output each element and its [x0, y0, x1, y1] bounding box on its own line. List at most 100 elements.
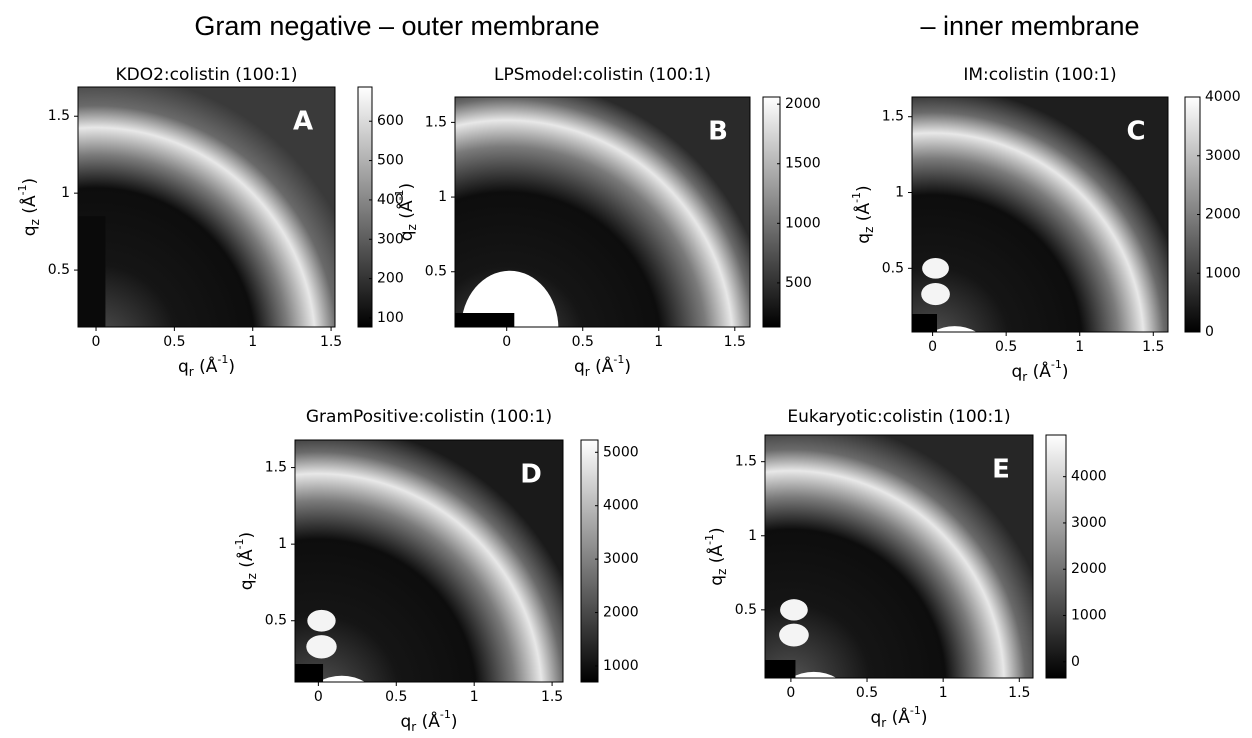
beam-stop — [912, 314, 938, 332]
axis-label-part: r — [585, 365, 590, 379]
axis-label-part: -1 — [440, 708, 451, 721]
axis-label: qr (Å-1) — [1011, 358, 1068, 384]
y-tick-label: 0.5 — [735, 602, 757, 618]
heatmap — [912, 97, 1168, 332]
beam-stop — [295, 664, 324, 682]
axis-label-part: ) — [1062, 362, 1069, 382]
beam-spot — [922, 258, 949, 279]
x-tick-label: 0.5 — [385, 689, 407, 705]
heading: – inner membrane — [920, 11, 1139, 41]
x-tick-label: 1.5 — [1008, 685, 1030, 701]
colorbar-tick-label: 4000 — [1205, 89, 1241, 105]
colorbar-tick-label: 0 — [1071, 654, 1080, 670]
axis-label-part: q — [707, 575, 727, 586]
chart-title: LPSmodel:colistin (100:1) — [494, 65, 711, 85]
axis-label-part: q — [178, 357, 189, 377]
y-tick-label: 1.5 — [48, 108, 70, 124]
specular — [932, 326, 977, 332]
axis-label-part: (Å — [194, 355, 218, 377]
y-tick-label: 1 — [61, 185, 70, 201]
x-tick-label: 0 — [928, 339, 937, 355]
panel-letter: E — [992, 455, 1010, 485]
colorbar-tick-label: 5000 — [603, 444, 639, 460]
axis-label-part: q — [854, 233, 874, 244]
x-tick-label: 1 — [654, 334, 663, 350]
x-tick-label: 1 — [939, 685, 948, 701]
colorbar-tick-label: 500 — [785, 275, 812, 291]
chart-title: Eukaryotic:colistin (100:1) — [787, 407, 1010, 427]
axis-label-part: q — [574, 357, 585, 377]
axis-label-part: r — [411, 720, 416, 734]
y-tick-label: 0.5 — [265, 613, 287, 629]
y-tick-label: 1 — [278, 536, 287, 552]
colorbar-tick-label: 200 — [377, 271, 404, 287]
colorbar-tick-label: 2000 — [603, 605, 639, 621]
colorbar — [357, 86, 373, 328]
axis-label-part: -1 — [613, 353, 624, 366]
plot-frame — [294, 439, 564, 683]
axis-label-part: (Å — [886, 706, 910, 728]
beam-stop — [455, 313, 515, 327]
axis-label-part: -1 — [16, 184, 29, 195]
chart-title: KDO2:colistin (100:1) — [115, 65, 297, 85]
x-tick-label: 0.5 — [572, 334, 594, 350]
colorbar-tick-label: 2000 — [1205, 207, 1241, 223]
axis-label-part: (Å — [395, 200, 417, 224]
x-tick-label: 1.5 — [724, 334, 746, 350]
beam-spot — [306, 635, 337, 659]
axis-label-part: z — [28, 219, 42, 225]
colorbar-tick-label: 2000 — [1071, 561, 1107, 577]
axis-label: qr (Å-1) — [400, 708, 457, 734]
axis-label-part: q — [400, 712, 411, 732]
axis-label: qr (Å-1) — [178, 353, 235, 379]
colorbar-tick-label: 600 — [377, 113, 404, 129]
specular — [318, 675, 366, 682]
x-tick-label: 1.5 — [320, 334, 342, 350]
axis-label-part: q — [397, 230, 417, 241]
axis-label-part: -1 — [393, 189, 406, 200]
axis-label-part: z — [862, 227, 876, 233]
colorbar-tick-label: 3000 — [603, 551, 639, 567]
axis-label-part: (Å — [852, 203, 874, 227]
colorbar-tick-label: 1500 — [785, 156, 821, 172]
x-tick-label: 1 — [1075, 339, 1084, 355]
plot-frame — [764, 434, 1034, 679]
axis-label-part: q — [1011, 362, 1022, 382]
axis-label-part: -1 — [850, 192, 863, 203]
axis-label-part: r — [881, 716, 886, 730]
axis-label-part: -1 — [217, 353, 228, 366]
axis-label-part: ) — [228, 357, 235, 377]
plot-frame — [454, 96, 751, 328]
axis-label-part: ) — [707, 527, 727, 534]
plot-frame — [911, 96, 1169, 333]
axis-label-part: (Å — [705, 545, 727, 569]
colorbar-tick-label: 1000 — [785, 215, 821, 231]
axis-label-part: z — [715, 569, 729, 575]
panel-letter: B — [708, 117, 728, 147]
axis-label: qz (Å-1) — [393, 183, 419, 241]
colorbar-tick-label: 500 — [377, 153, 404, 169]
panel-letter: D — [520, 460, 542, 490]
axis-label-part: q — [20, 225, 40, 236]
heatmap-image — [765, 435, 1033, 678]
beam-spot — [307, 609, 336, 632]
beam-stop — [765, 660, 796, 678]
x-tick-label: 0.5 — [995, 339, 1017, 355]
y-tick-label: 1.5 — [425, 114, 447, 130]
x-tick-label: 1.5 — [541, 689, 563, 705]
axis-label: qr (Å-1) — [870, 704, 927, 730]
axis-label: qr (Å-1) — [574, 353, 631, 379]
axis-label-part: -1 — [910, 704, 921, 717]
axis-label-part: r — [189, 365, 194, 379]
axis-label-part: ) — [397, 183, 417, 190]
axis-label-part: q — [237, 579, 257, 590]
beam-spot — [780, 599, 808, 621]
axis-label-part: ) — [624, 357, 631, 377]
axis-label-part: -1 — [1051, 358, 1062, 371]
colorbar-tick-label: 0 — [1205, 324, 1214, 340]
heatmap — [295, 440, 563, 682]
axis-label-part: z — [245, 573, 259, 579]
beam-spot — [921, 283, 950, 306]
heatmap — [78, 87, 335, 327]
